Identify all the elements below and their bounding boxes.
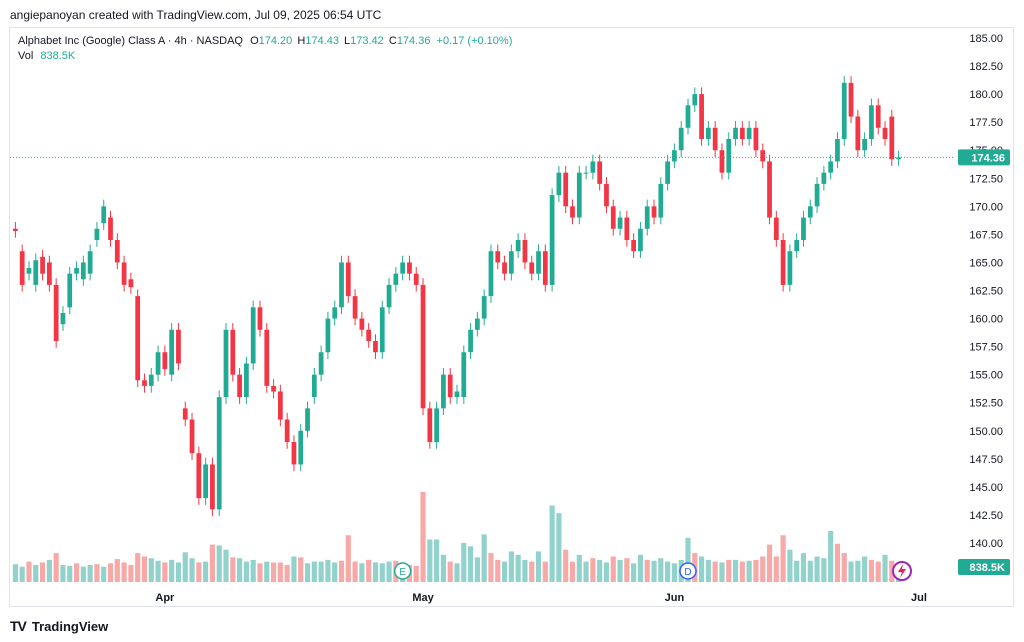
volume-legend: Vol 838.5K: [18, 50, 75, 62]
close-label: C: [388, 35, 397, 47]
change-value: +0.17 (+0.10%): [436, 35, 513, 47]
chart-credit: angiepanoyan created with TradingView.co…: [10, 8, 382, 22]
symbol-name[interactable]: Alphabet Inc (Google) Class A · 4h · NAS…: [18, 35, 243, 47]
symbol-legend: Alphabet Inc (Google) Class A · 4h · NAS…: [18, 35, 512, 47]
close-value: 174.36: [396, 35, 431, 47]
high-label: H: [297, 35, 306, 47]
brand-name: TradingView: [31, 618, 109, 634]
open-label: O: [250, 35, 259, 47]
high-value: 174.43: [305, 35, 339, 47]
chart-pane[interactable]: [9, 27, 1014, 607]
volume-label: Vol: [18, 50, 34, 62]
low-label: L: [344, 35, 351, 47]
volume-value: 838.5K: [40, 50, 76, 62]
open-value: 174.20: [258, 35, 293, 47]
low-value: 173.42: [350, 35, 384, 47]
footer-brand: TV TradingView: [10, 618, 108, 634]
tradingview-logo-icon: TV: [10, 618, 27, 634]
